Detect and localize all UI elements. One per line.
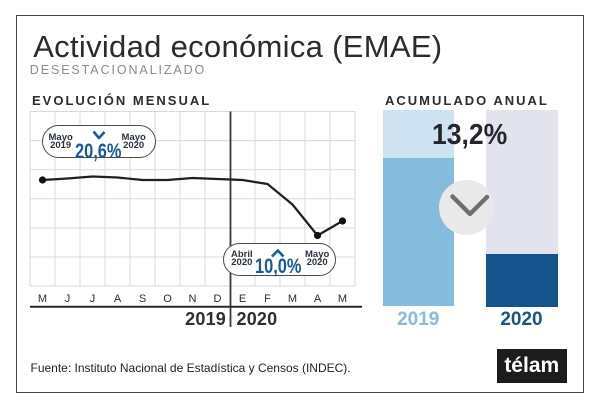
svg-text:M: M bbox=[338, 293, 347, 305]
svg-text:F: F bbox=[264, 293, 271, 305]
svg-text:M: M bbox=[288, 293, 297, 305]
svg-text:2019: 2019 bbox=[185, 309, 226, 329]
svg-text:A: A bbox=[314, 293, 322, 305]
svg-text:J: J bbox=[90, 293, 96, 305]
svg-text:A: A bbox=[114, 293, 122, 305]
svg-text:S: S bbox=[139, 293, 146, 305]
svg-text:E: E bbox=[239, 293, 246, 305]
svg-text:J: J bbox=[65, 293, 71, 305]
svg-text:2020: 2020 bbox=[237, 309, 278, 329]
svg-text:N: N bbox=[189, 293, 197, 305]
svg-text:D: D bbox=[214, 293, 222, 305]
svg-text:O: O bbox=[163, 293, 172, 305]
svg-text:M: M bbox=[38, 293, 47, 305]
